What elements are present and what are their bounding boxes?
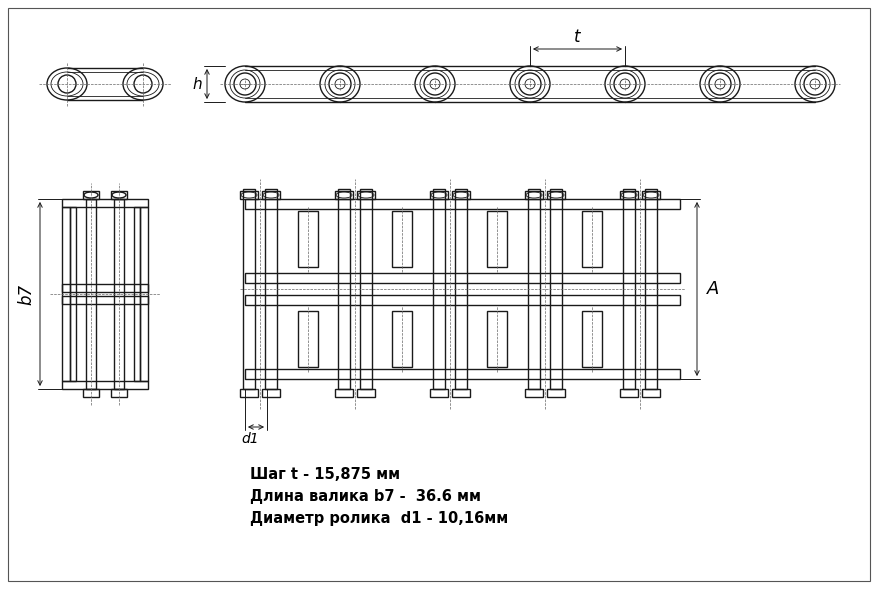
Bar [243,189,254,389]
Text: A: A [706,280,718,298]
Bar [357,389,374,397]
Text: Длина валика b7 -  36.6 мм: Длина валика b7 - 36.6 мм [250,489,481,504]
Text: b7: b7 [17,283,35,305]
Bar [357,191,374,199]
Bar [524,191,542,199]
Bar [62,284,148,292]
Bar [338,189,350,389]
Bar [546,191,565,199]
Bar [487,211,507,267]
Bar [245,295,679,305]
Bar [623,189,634,389]
Bar [487,311,507,367]
Bar [62,296,148,304]
Bar [62,207,70,381]
Bar [261,389,280,397]
Bar [335,191,353,199]
Bar [139,207,148,381]
Bar [70,207,76,381]
Text: t: t [574,28,580,46]
Bar [239,191,258,199]
Text: h: h [192,77,202,91]
Bar [430,191,447,199]
Bar [111,191,127,199]
Bar [245,369,679,379]
Bar [111,389,127,397]
Text: d1: d1 [241,432,259,446]
Bar [245,273,679,283]
Bar [581,311,602,367]
Bar [265,189,276,389]
Bar [619,389,638,397]
Bar [641,191,660,199]
Bar [581,211,602,267]
Bar [392,211,412,267]
Bar [297,211,317,267]
Bar [261,191,280,199]
Bar [360,189,372,389]
Bar [527,189,539,389]
Bar [546,389,565,397]
Bar [641,389,660,397]
Bar [549,189,561,389]
Bar [392,311,412,367]
Bar [62,381,148,389]
Bar [335,389,353,397]
Bar [454,189,467,389]
Bar [114,199,124,389]
Bar [619,191,638,199]
Bar [83,191,99,199]
Bar [83,389,99,397]
Bar [86,199,96,389]
Bar [239,389,258,397]
Bar [452,389,469,397]
Bar [645,189,656,389]
Bar [245,199,679,209]
Bar [524,389,542,397]
Bar [430,389,447,397]
Text: Диаметр ролика  d1 - 10,16мм: Диаметр ролика d1 - 10,16мм [250,511,508,526]
Bar [62,199,148,207]
Bar [452,191,469,199]
Text: Шаг t - 15,875 мм: Шаг t - 15,875 мм [250,467,400,482]
Bar [297,311,317,367]
Bar [134,207,139,381]
Bar [432,189,445,389]
